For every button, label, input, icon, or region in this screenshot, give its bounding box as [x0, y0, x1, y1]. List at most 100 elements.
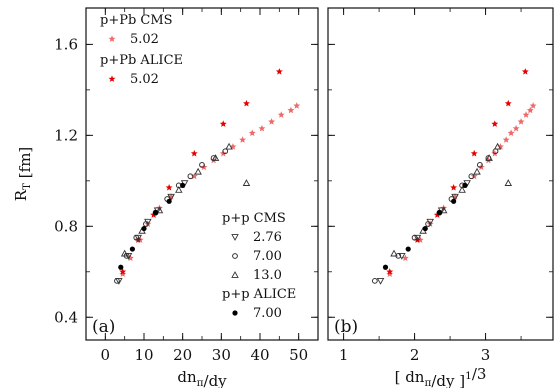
- data-point: [175, 185, 183, 193]
- x-tick-label: 0: [101, 346, 111, 364]
- data-point: [268, 118, 276, 125]
- data-point: [517, 118, 525, 125]
- data-point: [243, 99, 250, 107]
- data-point: [462, 182, 468, 188]
- legend-group-title: p+p CMS: [222, 211, 286, 226]
- data-point: [411, 234, 418, 241]
- data-point: [219, 120, 227, 127]
- data-point: [504, 99, 512, 107]
- data-point: [167, 193, 175, 201]
- legend-label: 7.00: [253, 306, 282, 321]
- data-point: [512, 124, 520, 132]
- data-point: [425, 221, 431, 227]
- data-point: [155, 206, 164, 214]
- data-point: [242, 179, 251, 186]
- series-pp_ALICE_700: [382, 182, 468, 270]
- data-point: [414, 236, 421, 243]
- data-point: [287, 106, 295, 114]
- data-point: [115, 278, 123, 285]
- data-point: [120, 249, 129, 257]
- data-point: [248, 129, 256, 136]
- x-tick-label: 50: [289, 346, 308, 364]
- x-tick-label: 2: [410, 346, 420, 364]
- x-axis-label: dnπ/dy: [177, 368, 227, 388]
- series-pp_CMS_276: [115, 180, 189, 285]
- series-pp_CMS_700: [371, 148, 499, 284]
- legend-marker: [232, 253, 238, 259]
- data-point: [153, 210, 159, 216]
- legend-label: 5.02: [130, 32, 159, 47]
- data-point: [211, 154, 220, 161]
- x-tick-label: 1: [339, 346, 349, 364]
- series-pPb_ALICE_502: [386, 68, 529, 275]
- data-point: [371, 277, 378, 284]
- data-point: [119, 270, 127, 277]
- data-point: [239, 136, 247, 143]
- legend-label: 5.02: [130, 72, 159, 87]
- data-point: [127, 254, 134, 262]
- data-point: [468, 173, 475, 180]
- data-point: [473, 167, 481, 175]
- panel-label: (b): [334, 317, 358, 337]
- panel-b: 1 2 3 (b) [ dnπ/dy ]1/3: [327, 7, 554, 388]
- data-point: [194, 167, 202, 175]
- series-pp_ALICE_700: [118, 182, 186, 270]
- data-point: [485, 154, 493, 161]
- data-point: [526, 106, 534, 114]
- data-point: [491, 120, 499, 127]
- legend-label: 2.76: [253, 230, 282, 245]
- data-point: [293, 102, 301, 109]
- data-point: [502, 136, 510, 143]
- legend-label: 7.00: [253, 249, 282, 264]
- data-point: [451, 198, 457, 204]
- data-point: [522, 111, 530, 118]
- data-point: [166, 198, 172, 204]
- x-tick-label: 10: [134, 346, 153, 364]
- data-point: [180, 182, 186, 188]
- data-point: [225, 142, 233, 150]
- data-point: [529, 102, 537, 109]
- data-point: [275, 68, 283, 75]
- data-point: [413, 234, 422, 242]
- series-pp_CMS_130: [390, 142, 513, 257]
- data-point: [504, 179, 513, 186]
- data-point: [497, 143, 504, 150]
- series-pp_CMS_130: [120, 142, 251, 257]
- data-point: [405, 246, 411, 252]
- data-point: [129, 246, 135, 252]
- data-point: [521, 68, 529, 75]
- data-point: [133, 234, 140, 241]
- data-point: [422, 225, 428, 232]
- x-tick-label: 40: [250, 346, 269, 364]
- data-point: [190, 149, 198, 157]
- panel-a: 0.4 0.8 1.2 1.6 0 10 20 30 40 50 (a) dnπ/dy RT [fm] p…: [12, 7, 319, 388]
- data-point: [141, 225, 147, 232]
- data-point: [277, 111, 285, 118]
- data-point: [450, 184, 458, 191]
- y-tick-label: 0.8: [54, 217, 78, 235]
- data-point: [386, 270, 394, 277]
- data-point: [119, 268, 127, 275]
- legend-marker: [108, 35, 116, 42]
- data-point: [458, 185, 466, 193]
- x-tick-label: 3: [481, 346, 491, 364]
- y-tick-label: 0.4: [54, 308, 78, 326]
- data-point: [114, 277, 120, 284]
- legend-group-title: p+Pb ALICE: [100, 53, 183, 68]
- y-tick-label: 1.6: [54, 35, 78, 53]
- data-point: [470, 149, 478, 157]
- data-point: [390, 249, 398, 257]
- data-point: [118, 264, 124, 270]
- legend-marker: [232, 310, 238, 316]
- legend-group-title: p+p ALICE: [222, 287, 296, 302]
- data-point: [134, 234, 142, 242]
- data-point: [222, 148, 229, 155]
- data-point: [376, 278, 385, 285]
- data-point: [382, 264, 389, 270]
- x-tick-label: 30: [212, 346, 231, 364]
- data-point: [143, 221, 149, 227]
- legend-label: 13.0: [253, 268, 282, 283]
- data-point: [258, 124, 266, 132]
- y-axis-label: RT [fm]: [12, 147, 34, 202]
